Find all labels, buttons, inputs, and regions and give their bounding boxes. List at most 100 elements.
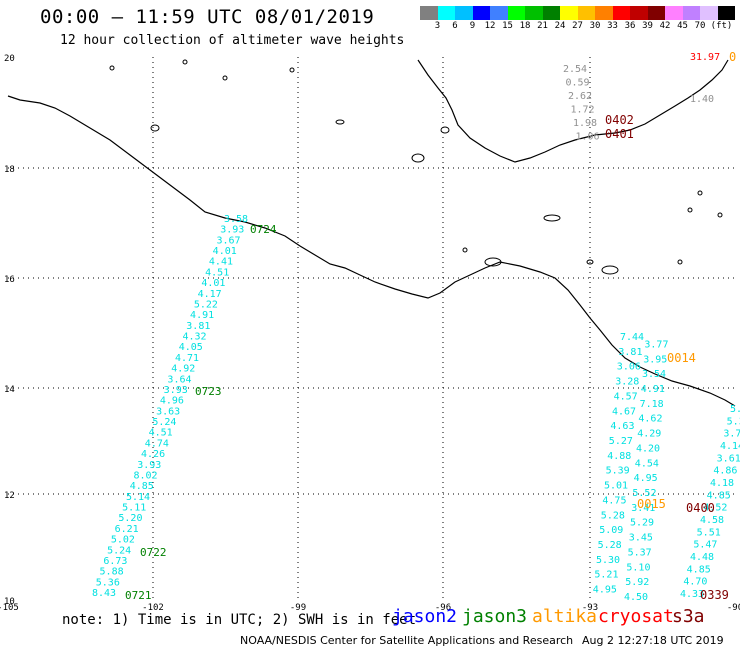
swh-value: 5.36 bbox=[96, 577, 120, 588]
swh-value: 3.54 bbox=[642, 369, 666, 380]
pass-time-label: 0721 bbox=[125, 589, 152, 602]
swh-value: 5.28 bbox=[601, 510, 625, 521]
swh-value: 3.81 bbox=[186, 321, 210, 332]
footer-timestamp: Aug 2 12:27:18 UTC 2019 bbox=[582, 634, 724, 647]
swh-value: 0.59 bbox=[566, 78, 590, 89]
swh-value: 5.3 bbox=[727, 416, 740, 427]
swh-value: 3.81 bbox=[618, 347, 642, 358]
colorbar-label: 12 bbox=[484, 21, 496, 31]
colorbar-label: 9 bbox=[469, 21, 476, 31]
lon-label: -99 bbox=[290, 603, 306, 613]
pass-time-label: 0339 bbox=[700, 588, 729, 602]
pass-time-label: 0402 bbox=[605, 113, 634, 127]
swh-value: 4.85 bbox=[707, 490, 731, 501]
units-note: note: 1) Time is in UTC; 2) SWH is in fe… bbox=[62, 612, 417, 628]
colorbar-label: 39 bbox=[642, 21, 653, 31]
swh-value: 5.21 bbox=[594, 570, 618, 581]
swh-value: 3.58 bbox=[224, 214, 248, 225]
swh-value: 4.17 bbox=[198, 289, 222, 300]
swh-value: 5.11 bbox=[122, 503, 146, 514]
swh-value: 1.40 bbox=[690, 94, 714, 105]
colorbar-swatch bbox=[665, 6, 683, 20]
colorbar-swatch bbox=[647, 6, 665, 20]
lat-label: 14 bbox=[4, 385, 15, 395]
swh-value: 4.01 bbox=[213, 246, 237, 257]
swh-value: 4.85 bbox=[130, 481, 154, 492]
colorbar-swatch bbox=[420, 6, 438, 20]
legend-altika: altika bbox=[532, 606, 598, 627]
swh-value: 3.45 bbox=[629, 533, 653, 544]
swh-value: 3.28 bbox=[615, 377, 639, 388]
swh-value: 4.96 bbox=[160, 396, 184, 407]
lat-lon-grid bbox=[8, 57, 735, 600]
swh-value: 4.29 bbox=[637, 429, 661, 440]
pass-time-label: 0724 bbox=[250, 223, 277, 236]
swh-value: 4.95 bbox=[634, 473, 658, 484]
wave-height-colorbar bbox=[420, 6, 735, 20]
lat-label: 10 bbox=[4, 597, 15, 607]
pass-time-label: 0722 bbox=[140, 546, 167, 559]
colorbar-swatch bbox=[455, 6, 473, 20]
swh-value: 5.22 bbox=[194, 299, 218, 310]
colorbar-swatch bbox=[630, 6, 648, 20]
swh-value: 4.05 bbox=[179, 342, 203, 353]
swh-value: 3.67 bbox=[216, 235, 240, 246]
swh-value: 6.21 bbox=[115, 524, 139, 535]
swh-value: 4.51 bbox=[149, 428, 173, 439]
swh-value: 3.63 bbox=[156, 406, 180, 417]
swh-value: 5.09 bbox=[599, 525, 623, 536]
coastline bbox=[7, 59, 736, 407]
lat-label: 20 bbox=[4, 54, 15, 64]
lon-label: -102 bbox=[142, 603, 164, 613]
swh-value: 4.51 bbox=[205, 267, 229, 278]
swh-value: 4.58 bbox=[700, 515, 724, 526]
swh-value: 5.28 bbox=[598, 540, 622, 551]
colorbar-label: 33 bbox=[607, 21, 618, 31]
swh-value: 4.14 bbox=[720, 441, 740, 452]
colorbar-swatch bbox=[717, 6, 735, 20]
colorbar-label: 18 bbox=[519, 21, 531, 31]
swh-value: 3.61 bbox=[717, 453, 740, 464]
swh-value: 2.62 bbox=[568, 91, 592, 102]
swh-value: 6.73 bbox=[103, 556, 127, 567]
swh-value: 5.51 bbox=[697, 527, 721, 538]
swh-value: 5.27 bbox=[609, 436, 633, 447]
colorbar-label: 70 bbox=[694, 21, 706, 31]
swh-value: 5.52 bbox=[632, 488, 656, 499]
colorbar-label: 3 bbox=[434, 21, 441, 31]
colorbar-label: 24 bbox=[554, 21, 566, 31]
lon-label: -96 bbox=[435, 603, 451, 613]
colorbar-label: 42 bbox=[659, 21, 671, 31]
colorbar-labels: 3 6 9 12 15 18 21 24 27 30 33 36 39 42 45 70 (ft) bbox=[420, 21, 740, 33]
colorbar-swatch bbox=[525, 6, 543, 20]
swh-value: 3.93 bbox=[137, 460, 161, 471]
swh-value: 31.97 bbox=[690, 52, 720, 63]
footer-credit: NOAA/NESDIS Center for Satellite Applica… bbox=[240, 634, 574, 647]
swh-value: 4.18 bbox=[710, 478, 734, 489]
swh-value: 5.14 bbox=[126, 492, 150, 503]
swh-value: 3.64 bbox=[167, 374, 191, 385]
colorbar-label: 45 bbox=[677, 21, 688, 31]
legend-jason2: jason2 bbox=[392, 606, 458, 627]
colorbar-swatch bbox=[560, 6, 578, 20]
colorbar-swatch bbox=[437, 6, 455, 20]
swh-value: 3.41 bbox=[631, 503, 655, 514]
pass-time-label: 0014 bbox=[667, 351, 696, 365]
swh-value: 4.74 bbox=[145, 438, 169, 449]
swh-value: 4.88 bbox=[607, 451, 631, 462]
lat-label: 16 bbox=[4, 275, 15, 285]
colorbar-swatch bbox=[682, 6, 700, 20]
colorbar-label: 21 bbox=[537, 21, 548, 31]
pass-time-label: 0401 bbox=[605, 127, 634, 141]
lat-label: 18 bbox=[4, 165, 15, 175]
swh-value: 5.30 bbox=[596, 555, 620, 566]
swh-value: 7.44 bbox=[620, 332, 644, 343]
legend-cryosat: cryosat bbox=[598, 606, 674, 627]
swh-value: 5.24 bbox=[152, 417, 176, 428]
swh-value: 4.26 bbox=[141, 449, 165, 460]
swh-value: 4.85 bbox=[687, 564, 711, 575]
swh-value: 4.52 bbox=[703, 503, 727, 514]
legend-s3a: s3a bbox=[672, 606, 705, 627]
swh-value: 8.43 bbox=[92, 588, 116, 599]
colorbar-swatch bbox=[472, 6, 490, 20]
